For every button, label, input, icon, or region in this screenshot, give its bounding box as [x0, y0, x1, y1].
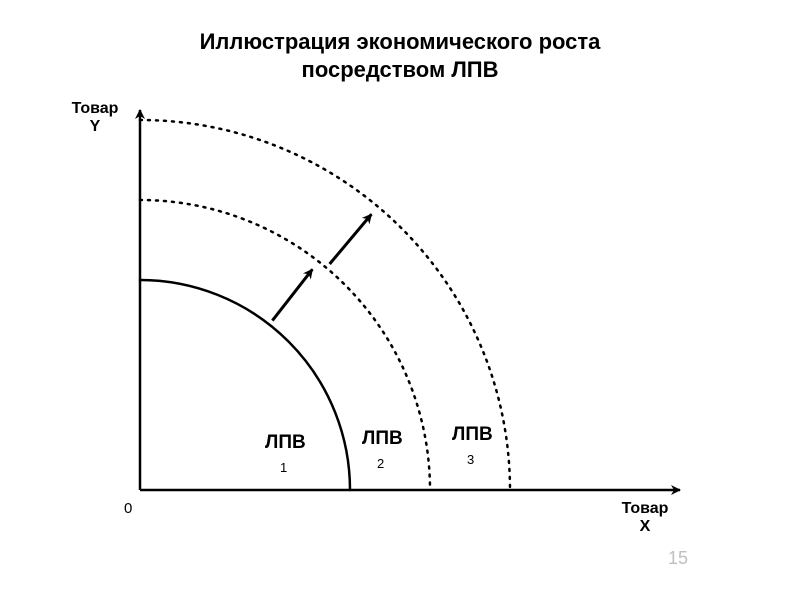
- growth-arrow-1: [272, 269, 312, 320]
- curve-1-label: ЛПВ: [265, 432, 306, 454]
- origin-label: 0: [124, 500, 132, 517]
- page-number: 15: [668, 548, 688, 569]
- curve-2-label: ЛПВ: [362, 428, 403, 450]
- growth-arrow-2: [330, 214, 372, 264]
- curve-2-sub: 2: [377, 456, 384, 471]
- curve-1-sub: 1: [280, 460, 287, 475]
- x-axis-label: ТоварX: [605, 500, 685, 537]
- ppf-curve-1: [140, 280, 350, 490]
- curve-3-label: ЛПВ: [452, 424, 493, 446]
- curve-3-sub: 3: [467, 452, 474, 467]
- y-axis-label: ТоварY: [60, 100, 130, 137]
